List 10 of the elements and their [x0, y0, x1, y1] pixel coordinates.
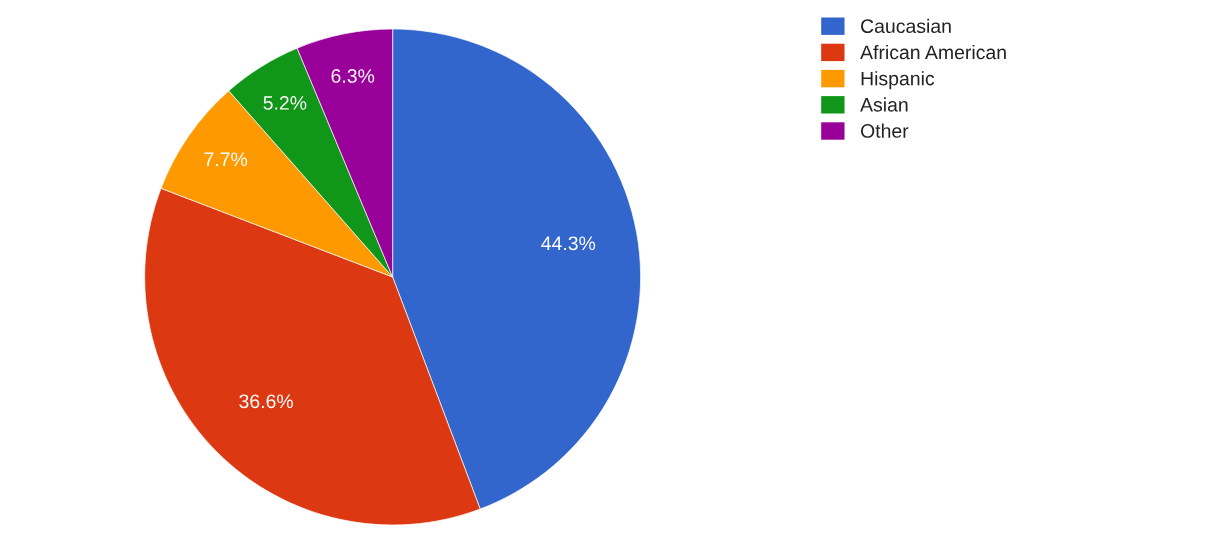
legend-label: Asian — [860, 97, 908, 112]
data-label: 6.3% — [331, 69, 375, 83]
legend-label: Caucasian — [861, 18, 951, 34]
legend-label: African American — [860, 44, 1006, 60]
data-label: 36.6% — [239, 394, 293, 409]
legend-label: Other — [860, 123, 909, 138]
data-label: 7.7% — [204, 152, 248, 167]
data-label: 5.2% — [263, 96, 307, 110]
data-label: 44.3% — [541, 236, 596, 251]
legend-label: Hispanic — [861, 71, 935, 90]
